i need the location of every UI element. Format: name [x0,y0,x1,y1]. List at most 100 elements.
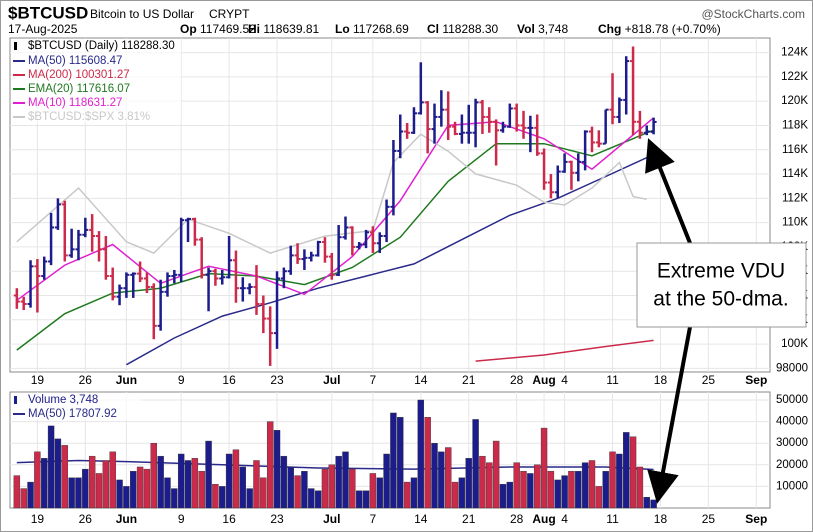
legend-name: MA(10) [28,97,66,109]
volume-bar [355,490,363,509]
x-tick-label: 26 [79,512,93,526]
volume-bar [239,466,246,509]
volume-bar [246,488,253,509]
y-tick-label: 124K [781,47,808,59]
y-tick-label: 116K [782,144,808,156]
volume-bar [301,471,308,509]
volume-bar [68,477,75,509]
volume-bar [280,455,288,509]
volume-bar [417,399,425,509]
volume-bar [260,477,267,509]
plot [13,46,657,509]
volume-bar [451,481,459,509]
arrow [647,326,692,504]
volume-bar [287,466,294,509]
volume-bar [212,484,219,509]
volume-bar [123,486,130,509]
x-tick-label: 14 [414,373,428,387]
legend-entry: MA(50) 17807.92 [28,408,117,420]
y-tick-label: 118K [782,119,808,131]
legend-value: 3.81% [117,111,150,123]
y-tick-label: 100K [781,338,808,350]
y-tick-label: 114K [782,168,808,180]
volume-bar [499,484,507,509]
legend-entry: MA(200) 100301.27 [28,69,130,81]
y-tick-label: 122K [781,71,808,83]
legend-entry: $BTCUSD (Daily) 118288.30 [28,40,175,52]
volume-bar [232,449,240,509]
volume-bar [438,451,445,509]
volume-bar [27,481,34,509]
volume-bar [575,471,582,509]
x-tick-label: Aug [532,512,555,526]
legend-value: 17807.92 [69,408,117,420]
line [126,153,654,366]
legend-name: MA(50) [28,408,66,420]
volume-bar [369,473,377,509]
volume-bar [362,490,370,509]
stat-label: Op [180,22,197,36]
y-tick-label: 30000 [776,437,808,449]
legend-name: MA(50) [28,55,66,67]
volume-bar [61,445,68,509]
volume-bar [486,462,493,509]
annotation-box [636,242,807,328]
y-tick-label: 112K [782,192,808,204]
legend-name: Volume 3,748 [28,394,98,406]
x-tick-label: 19 [31,373,45,387]
volume-bar [273,430,281,509]
x-tick-label: 28 [510,373,524,387]
volume-bar [266,421,274,509]
stat: Chg +818.78 (+0.70%) [598,22,721,36]
volume-bar [177,453,185,509]
volume-bar [335,455,342,509]
volume-bar [390,412,397,509]
volume-bar [47,425,55,509]
stat-value: 117469.52 [200,22,256,36]
volume-bar [520,471,527,509]
x-tick-label: 23 [270,512,284,526]
x-tick-label: 28 [510,512,524,526]
line [16,133,647,254]
legend-entry: EMA(20) 117616.07 [28,83,130,95]
legend-entry: MA(50) 115608.47 [28,55,122,67]
stat-label: Lo [335,22,350,36]
annotation: Extreme VDU at the 50-dma. [636,138,807,504]
annotation-text: at the 50-dma. [653,288,788,311]
volume-bar [540,427,548,509]
exchange: CRYPT [209,7,250,21]
volume-bar [588,460,596,509]
arrow [645,138,692,244]
volume-bar [513,462,520,509]
x-tick-label: 16 [222,512,236,526]
legend-bg [11,39,181,123]
volume-bar [164,477,171,509]
symbol: $BTCUSD [8,3,88,22]
volume-bar [650,499,657,509]
x-tick-label: Jul [323,512,340,526]
x-tick-label: Jul [323,373,340,387]
y-tick-label: 120K [781,95,808,107]
x-tick-label: 26 [79,373,93,387]
x-tick-label: 4 [561,373,568,387]
x-tick-label: 19 [31,512,45,526]
volume-bar [308,488,315,509]
volume-bar [13,475,21,509]
volume-bar [34,451,41,509]
volume-bar [506,481,514,509]
x-tick-label: 16 [222,373,236,387]
stat: Op 117469.52 [180,22,256,36]
volume-bar [397,417,404,509]
volume-bar [143,468,151,509]
x-tick-label: Jun [116,512,137,526]
x-tick-label: 18 [654,373,668,387]
volume-bar [527,473,534,509]
volume-bar [157,455,164,509]
legend-entry: MA(10) 118631.27 [28,97,122,109]
x-tick-label: Aug [532,373,555,387]
x-tick-label: 25 [702,512,716,526]
volume-bar [150,442,157,509]
stat-label: Vol [517,22,535,36]
volume-bar [444,447,452,509]
